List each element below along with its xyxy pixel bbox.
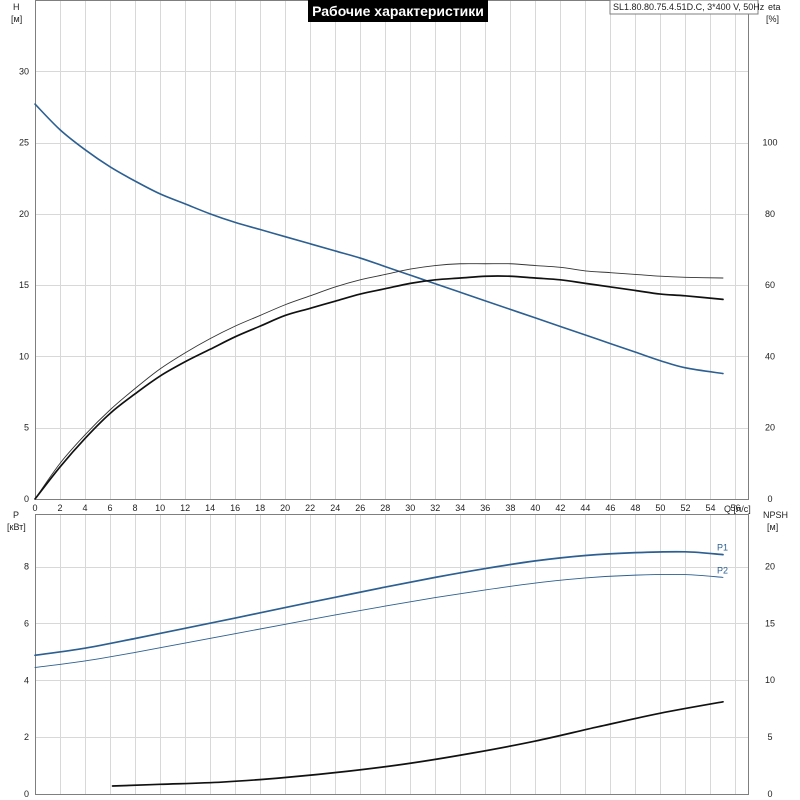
bottom-right-tick-label-5: 5 [767,732,772,742]
top-left-axis-label-unit: [м] [11,14,22,24]
bottom-left-axis-label-p: P [13,510,19,520]
x-tick-label-6: 6 [108,503,113,513]
x-tick-label-56: 56 [730,503,740,513]
top-left-tick-label-15: 15 [19,280,29,290]
model-label-box [609,0,759,15]
bottom-left-tick-label-4: 4 [24,675,29,685]
x-tick-label-38: 38 [505,503,515,513]
top-series-head [34,103,724,375]
model-label: SL1.80.80.75.4.51D.C, 3*400 V, 50Hz [613,2,765,12]
bottom-right-axis-label-unit: [м] [767,522,778,532]
bottom-right-tick-label-0: 0 [767,789,772,799]
x-tick-label-34: 34 [455,503,465,513]
top-series-eta-upper [34,263,724,500]
bottom-left-axis-label-unit: [кВт] [7,522,26,532]
x-tick-label-20: 20 [280,503,290,513]
x-tick-label-12: 12 [180,503,190,513]
x-tick-label-30: 30 [405,503,415,513]
x-tick-label-26: 26 [355,503,365,513]
x-tick-label-48: 48 [630,503,640,513]
bottom-right-tick-label-15: 15 [765,618,775,628]
x-tick-label-28: 28 [380,503,390,513]
top-left-tick-label-25: 25 [19,138,29,148]
x-tick-label-52: 52 [680,503,690,513]
x-tick-label-24: 24 [330,503,340,513]
top-left-tick-label-20: 20 [19,209,29,219]
x-tick-label-0: 0 [32,503,37,513]
x-tick-label-32: 32 [430,503,440,513]
x-tick-label-14: 14 [205,503,215,513]
bottom-left-tick-label-6: 6 [24,618,29,628]
bottom-left-tick-label-8: 8 [24,562,29,572]
bottom-right-tick-label-20: 20 [765,561,775,571]
grid-layer [35,0,748,794]
top-right-tick-label-80: 80 [765,209,775,219]
top-right-tick-label-40: 40 [765,351,775,361]
x-tick-label-42: 42 [555,503,565,513]
chart-title-background [308,0,488,22]
x-tick-label-4: 4 [83,503,88,513]
bottom-left-tick-label-0: 0 [24,789,29,799]
bottom-right-axis-label-npsh: NPSH [763,510,788,520]
x-tick-label-44: 44 [580,503,590,513]
top-left-tick-label-5: 5 [24,423,29,433]
bottom-series-P2 [34,573,724,668]
bottom-right-tick-label-10: 10 [765,675,775,685]
x-tick-label-8: 8 [133,503,138,513]
series-layer [34,103,724,787]
top-right-axis-label-unit: [%] [766,14,779,24]
x-tick-label-10: 10 [155,503,165,513]
chart-title: Рабочие характеристики [312,3,484,19]
x-tick-label-50: 50 [655,503,665,513]
x-tick-label-40: 40 [530,503,540,513]
top-left-tick-label-30: 30 [19,66,29,76]
bottom-series-P1 [34,550,724,657]
top-left-axis-label-h: H [13,2,20,12]
top-right-tick-label-100: 100 [762,138,777,148]
series-label-P1: P1 [717,543,728,553]
x-tick-label-36: 36 [480,503,490,513]
bottom-left-tick-label-2: 2 [24,732,29,742]
top-right-axis-label-eta: eta [768,2,781,12]
x-tick-label-46: 46 [605,503,615,513]
top-right-tick-label-60: 60 [765,280,775,290]
series-label-P2: P2 [717,565,728,575]
bottom-series-NPSH [111,700,724,787]
top-series-eta-lower [34,275,724,500]
frame-layer [35,0,749,795]
x-tick-label-54: 54 [705,503,715,513]
top-x-axis-label: Q [л/с] [724,504,751,514]
x-tick-label-18: 18 [255,503,265,513]
x-tick-label-16: 16 [230,503,240,513]
x-tick-label-2: 2 [58,503,63,513]
bottom-plot-frame [35,514,749,795]
top-right-tick-label-20: 20 [765,423,775,433]
top-right-tick-label-0: 0 [767,494,772,504]
top-left-tick-label-10: 10 [19,351,29,361]
top-left-tick-label-0: 0 [24,494,29,504]
x-tick-label-22: 22 [305,503,315,513]
top-plot-frame [35,0,749,500]
tick-label-layer: 0 2 4 6 8 10 12 14 16 18 20 22 24 26 28 30 32 34 36 38 40 42 4… [19,66,778,799]
